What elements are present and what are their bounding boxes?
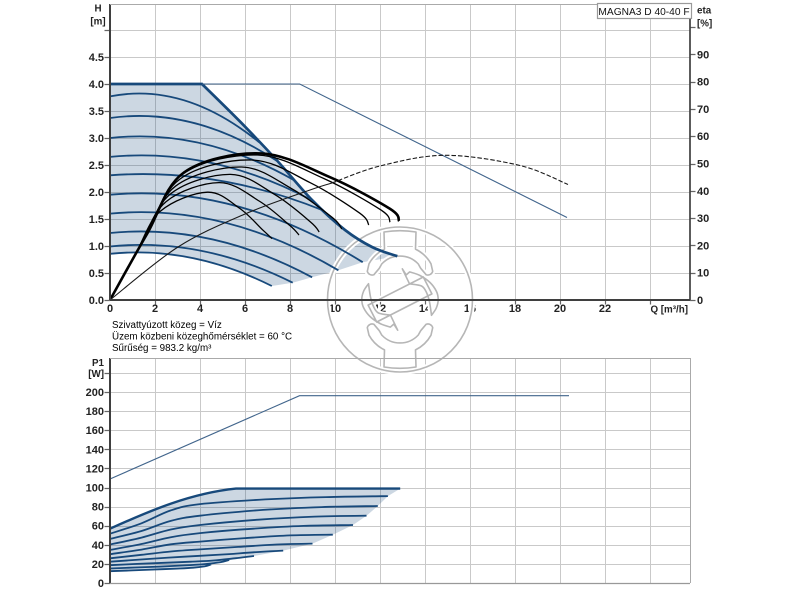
svg-text:Sűrűség = 983.2 kg/m³: Sűrűség = 983.2 kg/m³ bbox=[112, 343, 212, 354]
svg-text:60: 60 bbox=[697, 131, 709, 143]
svg-text:10: 10 bbox=[329, 303, 341, 315]
svg-text:50: 50 bbox=[697, 159, 709, 171]
svg-text:[%]: [%] bbox=[697, 19, 712, 30]
svg-text:Szivattyúzott közeg = Víz: Szivattyúzott közeg = Víz bbox=[112, 320, 222, 331]
svg-text:20: 20 bbox=[697, 240, 709, 252]
svg-text:20: 20 bbox=[554, 303, 566, 315]
svg-text:4: 4 bbox=[197, 303, 204, 315]
svg-text:140: 140 bbox=[86, 444, 104, 456]
svg-text:100: 100 bbox=[86, 483, 104, 495]
svg-text:0.0: 0.0 bbox=[89, 295, 104, 307]
svg-text:2.0: 2.0 bbox=[89, 187, 104, 199]
svg-text:80: 80 bbox=[92, 502, 104, 514]
svg-text:0.5: 0.5 bbox=[89, 268, 104, 280]
svg-text:60: 60 bbox=[92, 521, 104, 533]
svg-text:0: 0 bbox=[697, 295, 703, 307]
svg-text:3.0: 3.0 bbox=[89, 133, 104, 145]
svg-text:10: 10 bbox=[697, 268, 709, 280]
svg-text:22: 22 bbox=[599, 303, 611, 315]
svg-text:40: 40 bbox=[697, 186, 709, 198]
svg-text:30: 30 bbox=[697, 213, 709, 225]
svg-text:0: 0 bbox=[98, 578, 104, 590]
svg-text:4.0: 4.0 bbox=[89, 79, 104, 91]
svg-text:40: 40 bbox=[92, 540, 104, 552]
svg-text:Q [m³/h]: Q [m³/h] bbox=[650, 305, 688, 316]
svg-text:160: 160 bbox=[86, 425, 104, 437]
svg-text:2.5: 2.5 bbox=[89, 160, 104, 172]
svg-text:90: 90 bbox=[697, 49, 709, 61]
svg-text:200: 200 bbox=[86, 387, 104, 399]
svg-text:MAGNA3 D 40-40 F: MAGNA3 D 40-40 F bbox=[598, 7, 689, 18]
svg-text:8: 8 bbox=[287, 303, 293, 315]
svg-text:H: H bbox=[94, 4, 101, 15]
svg-text:120: 120 bbox=[86, 463, 104, 475]
svg-text:P1: P1 bbox=[92, 358, 105, 369]
svg-text:Üzem közbeni közeghőmérséklet: Üzem közbeni közeghőmérséklet = 60 °C bbox=[112, 332, 292, 343]
svg-text:3.5: 3.5 bbox=[89, 106, 104, 118]
svg-text:[W]: [W] bbox=[88, 369, 104, 380]
svg-text:[m]: [m] bbox=[90, 17, 105, 28]
svg-text:0: 0 bbox=[107, 303, 113, 315]
svg-text:70: 70 bbox=[697, 104, 709, 116]
svg-text:2: 2 bbox=[152, 303, 158, 315]
svg-text:eta: eta bbox=[697, 6, 712, 17]
svg-text:80: 80 bbox=[697, 77, 709, 89]
svg-text:1.0: 1.0 bbox=[89, 241, 104, 253]
svg-text:20: 20 bbox=[92, 559, 104, 571]
svg-text:6: 6 bbox=[242, 303, 248, 315]
svg-text:4.5: 4.5 bbox=[89, 52, 104, 64]
svg-text:1.5: 1.5 bbox=[89, 214, 104, 226]
svg-text:18: 18 bbox=[509, 303, 521, 315]
svg-text:180: 180 bbox=[86, 406, 104, 418]
